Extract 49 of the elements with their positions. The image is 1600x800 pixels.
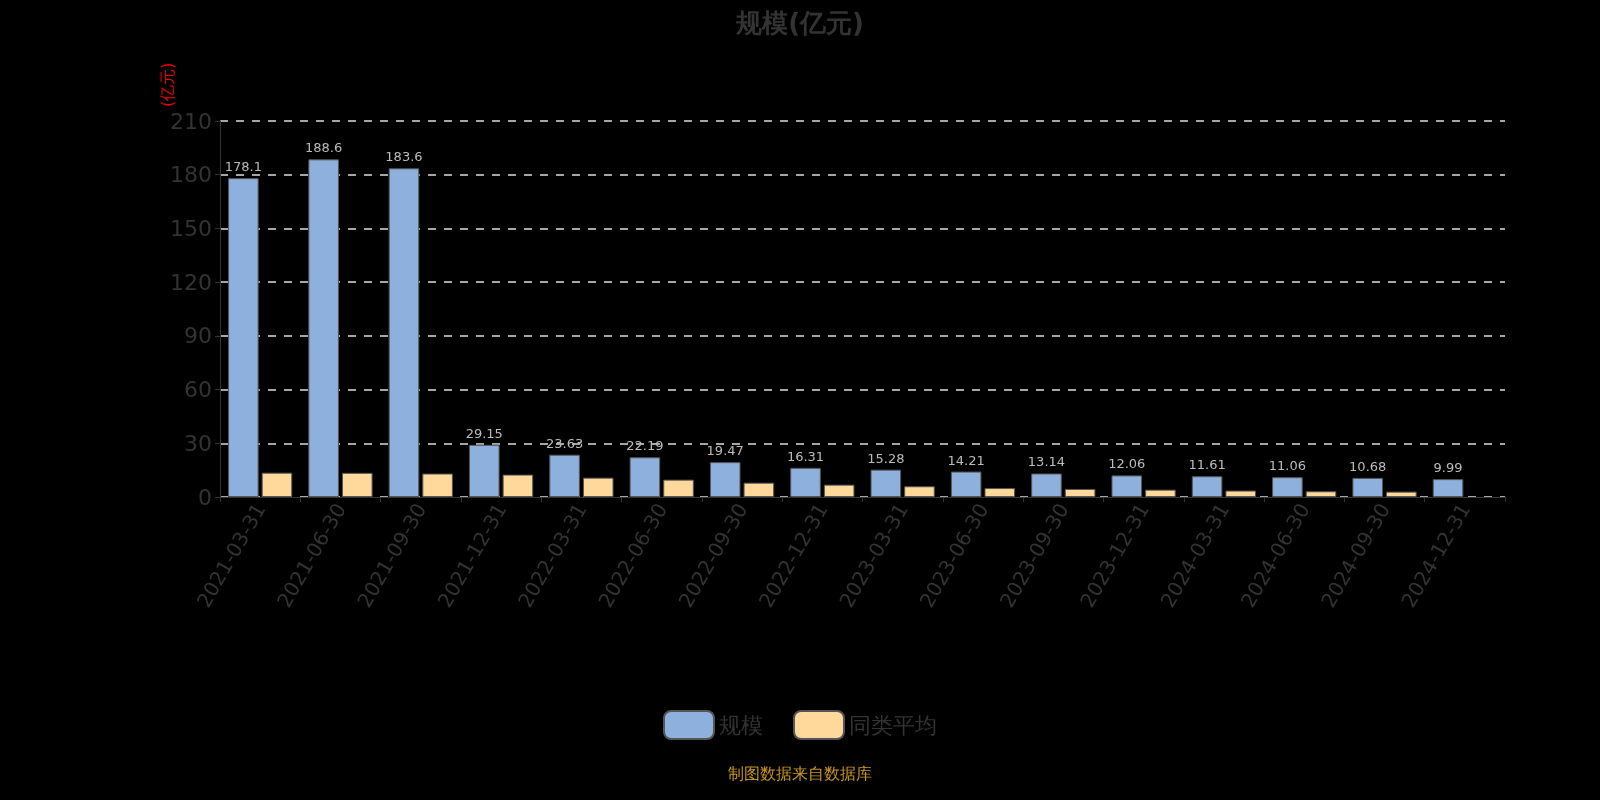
text: 制图数据来自数据库 — [728, 763, 872, 783]
bar — [388, 168, 420, 497]
bar — [1191, 476, 1223, 497]
bar — [823, 484, 855, 497]
data-label: 11.06 — [1268, 458, 1306, 474]
bar — [422, 473, 453, 497]
data-label: 11.61 — [1188, 457, 1226, 473]
data-label: 23.63 — [545, 435, 584, 451]
data-label: 188.6 — [305, 140, 343, 156]
bar — [663, 479, 694, 497]
data-label: 14.21 — [947, 452, 985, 468]
bar — [709, 462, 741, 497]
bar — [1111, 475, 1143, 497]
bar — [629, 457, 661, 497]
bar — [1272, 477, 1303, 497]
y-axis-title: (亿元) — [157, 62, 177, 108]
bar — [904, 486, 935, 497]
bar — [582, 477, 614, 497]
bar — [1305, 491, 1337, 497]
bar — [870, 469, 902, 497]
data-label: 183.6 — [385, 149, 423, 165]
data-label: 22.19 — [626, 438, 664, 454]
bar — [1225, 490, 1257, 497]
data-label: 15.28 — [867, 450, 905, 466]
data-label: 9.99 — [1433, 460, 1463, 476]
bar — [1432, 479, 1464, 497]
data-label: 13.14 — [1027, 454, 1066, 470]
bar — [502, 474, 534, 497]
bar — [342, 472, 373, 497]
bar — [228, 178, 259, 497]
bar — [1386, 491, 1417, 497]
bar — [984, 488, 1016, 497]
data-label: 10.68 — [1349, 458, 1387, 474]
data-label: 12.06 — [1108, 456, 1146, 472]
bar — [549, 454, 580, 497]
bar — [1064, 488, 1096, 497]
data-label: 19.47 — [706, 443, 744, 459]
bar — [743, 482, 775, 497]
bar — [1352, 477, 1383, 497]
data-label: 29.15 — [465, 425, 503, 441]
data-label: 178.1 — [224, 159, 262, 175]
bar — [1145, 489, 1176, 497]
bar — [468, 444, 500, 497]
bar — [308, 159, 339, 497]
bar — [950, 471, 982, 497]
bar — [790, 467, 821, 497]
bar — [1031, 473, 1062, 497]
bar — [261, 472, 293, 497]
data-label: 16.31 — [786, 448, 825, 464]
